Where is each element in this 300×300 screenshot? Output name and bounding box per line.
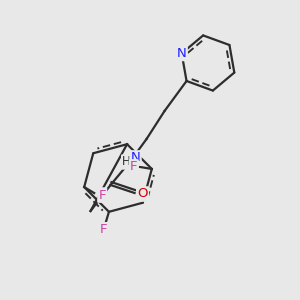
Text: H: H [122,155,131,169]
Text: F: F [98,189,106,202]
Text: N: N [131,152,140,164]
Text: F: F [130,160,138,173]
Text: O: O [137,188,148,200]
Text: F: F [100,223,108,236]
Text: N: N [177,47,187,60]
